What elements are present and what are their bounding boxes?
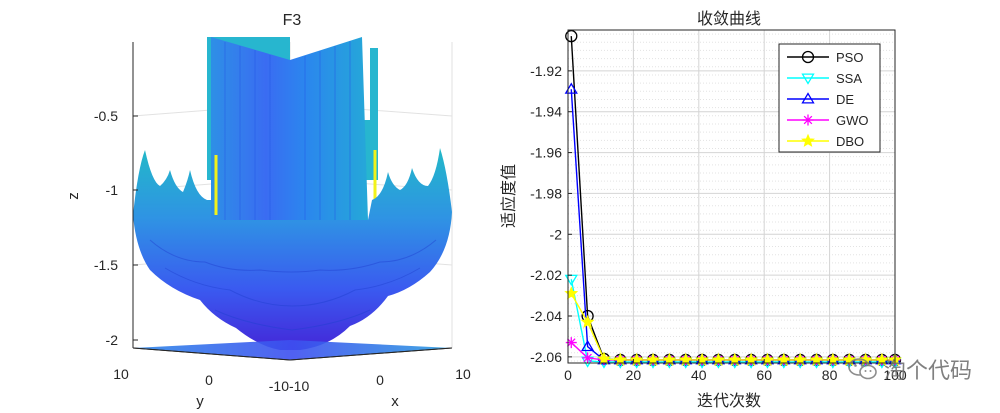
- z-tick-label: -1.5: [94, 257, 118, 273]
- plot-frame: [567, 29, 896, 364]
- x-axis-line: [289, 347, 453, 361]
- convergence-title: 收敛曲线: [697, 9, 761, 28]
- surface-central-spike: [211, 37, 368, 220]
- y-tick-label: 10: [113, 366, 129, 382]
- z-tick-label: -1: [106, 182, 119, 198]
- x-tick-label: 100: [883, 367, 907, 383]
- legend-item-gwo: GWO: [787, 113, 869, 128]
- y-axis-line: [132, 347, 291, 361]
- legend-item-ssa: SSA: [787, 71, 862, 86]
- surface-bowl: [133, 148, 452, 350]
- x-axis-ticks: -10 0 10: [289, 366, 471, 394]
- legend-marker: [801, 92, 815, 104]
- y-axis-ticks: 10 0 -10: [113, 366, 289, 394]
- x-tick-label: -10: [289, 378, 309, 394]
- x-tick-label: 10: [455, 366, 471, 382]
- legend-label: DE: [836, 92, 854, 107]
- data-point: [564, 82, 578, 94]
- legend-marker: [801, 133, 815, 147]
- legend-marker: [802, 114, 814, 126]
- surface-bowl-contours: [149, 239, 437, 331]
- x-tick-label: 40: [691, 367, 707, 383]
- data-point: [582, 352, 594, 364]
- surface-plot: -0.5 -1 -1.5 -2 z 10 0 -10 y -10 0 10 x …: [65, 12, 471, 410]
- y-tick-label: -2.02: [530, 267, 562, 283]
- y-tick-label: -1.94: [530, 104, 562, 120]
- series-layer: [564, 29, 902, 369]
- data-point: [580, 339, 595, 352]
- z-axis-label: z: [65, 192, 82, 200]
- legend-item-de: DE: [787, 92, 854, 107]
- watermark-text: 淘个代码: [883, 359, 972, 384]
- y-tick-label: -10: [269, 378, 289, 394]
- y-tick-label: -2.06: [530, 349, 562, 365]
- x-tick-label: 20: [626, 367, 642, 383]
- convergence-chart: 收敛曲线 -1.92 -1.94 -1.96 -1.98 -2 -2.02 -2.04 -2.…: [499, 9, 907, 410]
- legend-label: SSA: [836, 71, 862, 86]
- y-axis-label: 适应度值: [499, 164, 518, 228]
- legend: PSO SSA DE GWO DBO: [778, 43, 881, 153]
- y-tick-label: 0: [205, 372, 213, 388]
- y-tick-label: -2.04: [530, 308, 562, 324]
- x-tick-label: 0: [376, 372, 384, 388]
- z-tick-label: -2: [106, 332, 119, 348]
- legend-marker: [801, 50, 815, 64]
- y-tick-label: -1.96: [530, 145, 562, 161]
- data-point: [597, 351, 611, 365]
- legend-label: GWO: [836, 113, 869, 128]
- y-tick-label: -2: [550, 226, 563, 242]
- x-tick-label: 0: [564, 367, 572, 383]
- wechat-logo-icon: [848, 358, 877, 380]
- data-point: [580, 314, 595, 329]
- surface-spike-ridges: [224, 41, 351, 220]
- axis-ticks: -1.92 -1.94 -1.96 -1.98 -2 -2.02 -2.04 -2.060 20…: [530, 63, 907, 383]
- watermark: 淘个代码: [848, 353, 972, 385]
- legend-marker: [801, 73, 815, 85]
- x-tick-label: 60: [756, 367, 772, 383]
- data-point: [565, 29, 578, 43]
- x-axis-label: 迭代次数: [697, 391, 761, 410]
- surface-floor: [133, 340, 452, 360]
- surface-title: F3: [283, 12, 302, 29]
- legend-item-dbo: DBO: [787, 133, 864, 149]
- x-axis-label: x: [391, 393, 399, 410]
- legend-item-pso: PSO: [787, 50, 863, 65]
- legend-box: [778, 43, 881, 153]
- x-tick-label: 80: [822, 367, 838, 383]
- legend-label: DBO: [836, 134, 864, 149]
- legend-items: PSO SSA DE GWO DBO: [787, 50, 869, 149]
- legend-label: PSO: [836, 50, 863, 65]
- y-tick-label: -1.98: [530, 185, 562, 201]
- data-point: [565, 337, 577, 349]
- y-axis-label: y: [196, 393, 204, 410]
- y-tick-label: -1.92: [530, 63, 562, 79]
- z-axis-ticks: -0.5 -1 -1.5 -2: [94, 108, 138, 348]
- z-tick-label: -0.5: [94, 108, 118, 124]
